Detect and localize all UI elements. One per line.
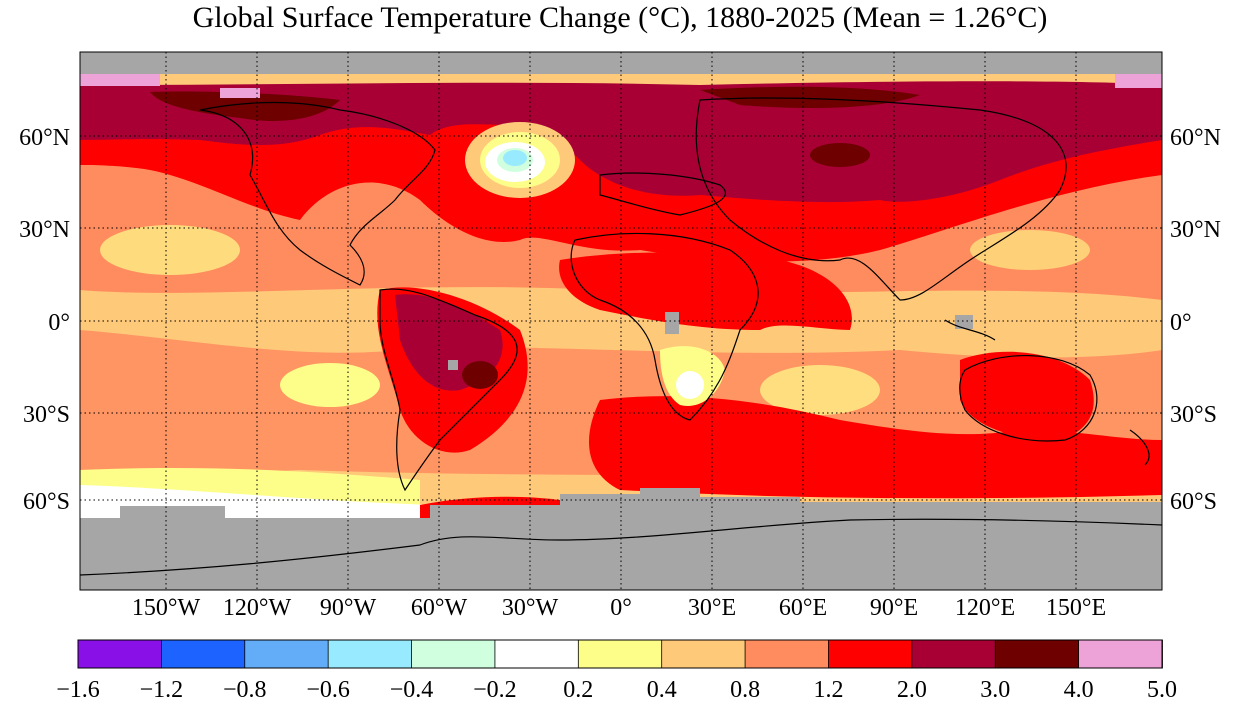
field-safrica-white: [676, 371, 704, 399]
colorbar-swatch: [77, 639, 163, 669]
colorbar-swatch: [828, 639, 913, 669]
lon-labels: 150°W 120°W 90°W 60°W 30°W 0° 30°E 60°E …: [132, 595, 1106, 621]
lat-labels-left: 60°N 30°N 0° 30°S 60°S: [19, 125, 70, 515]
lat-label-30n-right: 30°N: [1170, 217, 1221, 243]
graticule: [80, 52, 1162, 590]
missing-congo: [665, 312, 679, 334]
lat-label-30s-right: 30°S: [1170, 402, 1217, 428]
map-title: Global Surface Temperature Change (°C), …: [192, 1, 1048, 34]
lat-label-60s-right: 60°S: [1170, 489, 1217, 515]
colorbar-labels: −1.6 −1.2 −0.8 −0.6 −0.4 −0.2 0.2 0.4 0.8 1.2 2.0 3…: [56, 677, 1177, 703]
field-africa-red: [559, 252, 852, 330]
lon-label-90e: 90°E: [870, 595, 918, 621]
field-yellow-4: [970, 230, 1090, 270]
lat-label-60s-left: 60°S: [23, 489, 70, 515]
lat-label-30s-left: 30°S: [23, 402, 70, 428]
lon-label-120e: 120°E: [955, 595, 1015, 621]
colorbar-swatches: [77, 639, 1163, 669]
lon-label-30w: 30°W: [502, 595, 559, 621]
colorbar: −1.6 −1.2 −0.8 −0.6 −0.4 −0.2 0.2 0.4 0.8 1.2 2.0 3…: [56, 639, 1177, 703]
field-yellow-1: [280, 363, 380, 407]
field-pink-3: [1115, 74, 1162, 88]
colorbar-swatch: [744, 639, 830, 669]
lon-label-120w: 120°W: [223, 595, 292, 621]
colorbar-swatch: [494, 639, 580, 669]
missing-borneo: [955, 315, 973, 329]
lon-label-60w: 60°W: [411, 595, 468, 621]
field-arctic-dark-1: [150, 91, 340, 121]
field-siberia-dark: [810, 143, 870, 167]
colorbar-swatch: [1078, 639, 1163, 669]
colorbar-swatch: [160, 639, 246, 669]
lat-label-0-right: 0°: [1170, 310, 1192, 336]
lon-label-150w: 150°W: [132, 595, 201, 621]
colorbar-swatch: [327, 639, 413, 669]
lon-label-60e: 60°E: [779, 595, 827, 621]
colorbar-tick-label: 0.4: [647, 677, 677, 703]
colorbar-frame: [77, 639, 1163, 669]
colorbar-swatch: [911, 639, 997, 669]
field-yellow-2: [100, 225, 240, 275]
coastlines: [80, 97, 1162, 576]
colorbar-tick-label: −1.6: [56, 677, 100, 703]
lat-label-60n-left: 60°N: [19, 125, 70, 151]
missing-brazil: [448, 360, 458, 370]
colorbar-tick-label: −0.8: [223, 677, 267, 703]
lat-label-30n-left: 30°N: [19, 217, 70, 243]
colorbar-tick-label: 1.2: [813, 677, 843, 703]
colorbar-tick-label: −1.2: [140, 677, 184, 703]
field-arctic-dark-2: [700, 86, 920, 108]
field-yellow-3: [760, 365, 880, 415]
colorbar-swatch: [661, 639, 746, 669]
colorbar-tick-label: 5.0: [1147, 677, 1177, 703]
colorbar-tick-label: −0.4: [390, 677, 434, 703]
field-so-red: [588, 396, 1162, 499]
colorbar-swatch: [577, 639, 663, 669]
lon-label-150e: 150°E: [1046, 595, 1106, 621]
field-pink-1: [80, 74, 160, 86]
colorbar-tick-label: 0.8: [730, 677, 760, 703]
lon-label-90w: 90°W: [320, 595, 377, 621]
field-pink-2: [220, 88, 260, 98]
lon-label-30e: 30°E: [688, 595, 736, 621]
colorbar-swatch: [244, 639, 330, 669]
field-brazil-dark: [462, 361, 498, 389]
colorbar-swatch: [994, 639, 1080, 669]
colorbar-tick-label: 0.2: [563, 677, 593, 703]
colorbar-tick-label: −0.2: [473, 677, 517, 703]
missing-north: [80, 52, 1162, 74]
colorbar-tick-label: 4.0: [1064, 677, 1094, 703]
field-natl-cyan: [503, 150, 527, 166]
colorbar-swatch: [411, 639, 496, 669]
map-frame: [79, 51, 1163, 591]
lat-label-60n-right: 60°N: [1170, 125, 1221, 151]
field-australia-red: [960, 351, 1094, 440]
colorbar-tick-label: 2.0: [897, 677, 927, 703]
lat-labels-right: 60°N 30°N 0° 30°S 60°S: [1170, 125, 1221, 515]
lat-label-0-left: 0°: [48, 310, 70, 336]
colorbar-tick-label: −0.6: [306, 677, 350, 703]
lon-label-0: 0°: [610, 595, 632, 621]
colorbar-tick-label: 3.0: [980, 677, 1010, 703]
